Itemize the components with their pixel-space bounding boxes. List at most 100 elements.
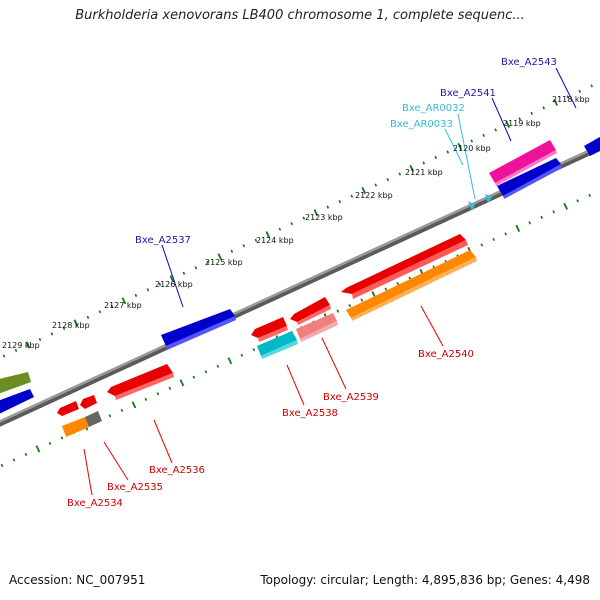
gene-bxe-a2533[interactable] bbox=[0, 372, 31, 394]
minor-tick bbox=[302, 216, 306, 220]
map-title: Burkholderia xenovorans LB400 chromosome… bbox=[75, 8, 525, 23]
label-leader-lines bbox=[83, 67, 577, 496]
gene-bxe-a2534[interactable] bbox=[62, 417, 89, 437]
minor-tick bbox=[98, 310, 102, 314]
major-tick bbox=[25, 341, 31, 349]
minor-tick bbox=[144, 397, 148, 401]
minor-tick bbox=[528, 221, 532, 225]
major-tick bbox=[169, 275, 175, 283]
minor-tick bbox=[252, 348, 256, 352]
minor-tick bbox=[566, 95, 570, 99]
minor-tick bbox=[38, 337, 42, 342]
major-tick bbox=[121, 297, 127, 305]
minor-tick bbox=[108, 414, 112, 418]
minor-tick bbox=[590, 84, 594, 88]
minor-tick bbox=[348, 303, 352, 308]
major-tick bbox=[217, 253, 223, 261]
upper-tick-track bbox=[2, 84, 594, 358]
gene-bxe-a2539-red[interactable] bbox=[290, 297, 331, 325]
tick-label: 2125 kbp bbox=[205, 258, 243, 267]
minor-tick bbox=[278, 227, 282, 231]
minor-tick bbox=[254, 238, 258, 242]
minor-tick bbox=[0, 463, 4, 468]
trna-bxe-ar0033[interactable] bbox=[468, 201, 475, 211]
gene-bxe-a2537[interactable] bbox=[161, 309, 236, 350]
minor-tick bbox=[434, 155, 438, 160]
gene-bxe-a2536[interactable] bbox=[107, 364, 174, 400]
minor-tick bbox=[480, 243, 484, 247]
gene-bxe-a2535-red-b[interactable] bbox=[80, 395, 97, 409]
minor-tick bbox=[422, 161, 426, 165]
gene-bxe-a2532[interactable] bbox=[0, 389, 34, 414]
minor-tick bbox=[14, 348, 18, 353]
minor-tick bbox=[60, 436, 64, 440]
gene-bxe-a2540[interactable] bbox=[346, 250, 477, 321]
minor-tick bbox=[338, 199, 342, 204]
tick-label: 2119 kbp bbox=[503, 119, 541, 128]
minor-tick bbox=[492, 237, 496, 242]
gene-bxe-a2539[interactable] bbox=[296, 313, 338, 342]
minor-tick bbox=[360, 298, 364, 302]
major-tick bbox=[131, 401, 137, 409]
minor-tick bbox=[242, 244, 246, 248]
gene-bxe-a2535-red-a[interactable] bbox=[57, 401, 79, 416]
minor-tick bbox=[146, 288, 150, 292]
tick-label: 2123 kbp bbox=[305, 213, 343, 222]
minor-tick bbox=[62, 326, 66, 331]
gene-bxe-a2541[interactable] bbox=[489, 140, 557, 186]
minor-tick bbox=[204, 370, 208, 374]
accession-text: Accession: NC_007951 bbox=[9, 573, 146, 587]
major-tick bbox=[409, 164, 415, 173]
minor-tick bbox=[240, 353, 244, 357]
minor-tick bbox=[216, 364, 220, 368]
gene-bxe-a2538-red[interactable] bbox=[251, 317, 288, 342]
tick-label: 2121 kbp bbox=[405, 168, 443, 177]
minor-tick bbox=[504, 232, 508, 236]
tick-label: 2126 kbp bbox=[155, 280, 193, 289]
tick-label: 2128 kbp bbox=[52, 321, 90, 330]
label-bxe-a2535: Bxe_A2535 bbox=[107, 482, 163, 493]
minor-tick bbox=[494, 128, 498, 132]
label-bxe-a2540: Bxe_A2540 bbox=[418, 349, 474, 360]
minor-tick bbox=[158, 282, 162, 286]
major-tick bbox=[35, 445, 41, 453]
minor-tick bbox=[446, 150, 450, 154]
tick-label: 2127 kbp bbox=[104, 301, 142, 310]
minor-tick bbox=[290, 222, 294, 226]
major-tick bbox=[563, 202, 569, 210]
major-tick bbox=[265, 231, 271, 239]
major-tick bbox=[179, 379, 185, 387]
gene-bxe-a2543[interactable] bbox=[584, 132, 600, 156]
trna-bxe-ar0032[interactable] bbox=[485, 194, 492, 203]
label-bxe-a2538: Bxe_A2538 bbox=[282, 408, 338, 419]
label-bxe-ar0033: Bxe_AR0033 bbox=[390, 119, 453, 130]
minor-tick bbox=[326, 205, 330, 209]
major-tick bbox=[457, 142, 463, 151]
minor-tick bbox=[588, 193, 592, 197]
minor-tick bbox=[12, 458, 16, 462]
label-bxe-a2536: Bxe_A2536 bbox=[149, 465, 205, 476]
minor-tick bbox=[578, 89, 582, 93]
tick-label: 2129 kbp bbox=[2, 341, 40, 350]
label-bxe-a2537: Bxe_A2537 bbox=[135, 235, 191, 246]
label-bxe-ar0032: Bxe_AR0032 bbox=[402, 103, 465, 114]
tick-label: 2120 kbp bbox=[453, 144, 491, 153]
tick-label: 2124 kbp bbox=[256, 236, 294, 245]
gene-bxe-a2542[interactable] bbox=[497, 158, 562, 199]
minor-tick bbox=[384, 287, 388, 291]
gene-bxe-a2535[interactable] bbox=[85, 411, 102, 427]
major-tick bbox=[553, 98, 559, 106]
gene-bxe-a2540-red[interactable] bbox=[341, 234, 468, 299]
minor-tick bbox=[386, 177, 390, 182]
label-bxe-a2539: Bxe_A2539 bbox=[323, 392, 379, 403]
minor-tick bbox=[530, 111, 534, 116]
minor-tick bbox=[134, 293, 138, 297]
minor-tick bbox=[48, 441, 52, 446]
minor-tick bbox=[156, 392, 160, 396]
minor-tick bbox=[540, 215, 544, 220]
minor-tick bbox=[50, 332, 54, 336]
minor-tick bbox=[518, 117, 522, 121]
gene-bxe-a2538[interactable] bbox=[257, 331, 298, 359]
minor-tick bbox=[182, 271, 186, 275]
